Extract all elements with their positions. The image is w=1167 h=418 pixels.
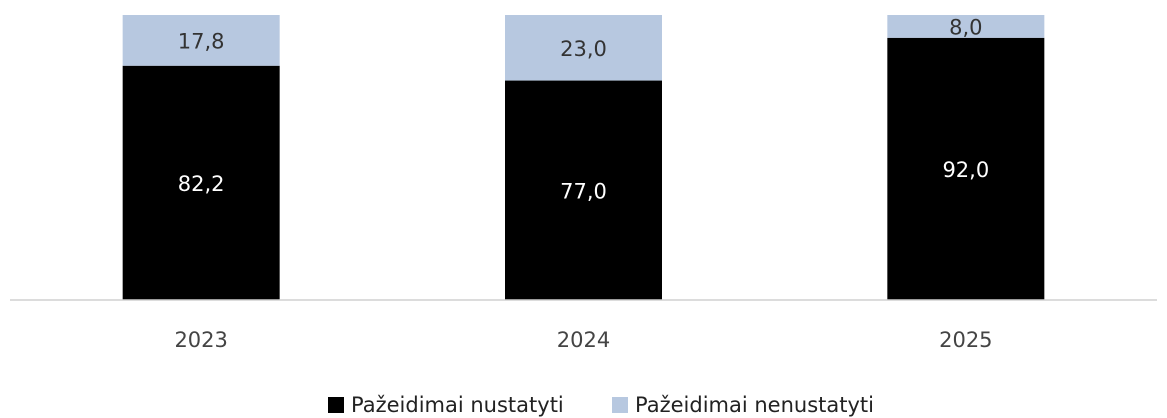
data-label: 23,0 (560, 37, 607, 61)
x-tick-label: 2025 (939, 328, 992, 352)
x-tick-label: 2023 (174, 328, 227, 352)
data-label: 8,0 (949, 15, 982, 39)
data-label: 77,0 (560, 179, 607, 203)
bar-segment (122, 15, 280, 66)
data-label: 82,2 (178, 172, 225, 196)
bar-segment (505, 15, 662, 81)
legend-label: Pažeidimai nenustatyti (635, 393, 874, 417)
bar-segment (887, 37, 1045, 301)
bar-segment (505, 80, 662, 300)
data-label: 17,8 (178, 29, 225, 53)
bar-segment (122, 65, 280, 300)
legend-swatch (328, 397, 344, 413)
x-tick-label: 2024 (557, 328, 610, 352)
legend-label: Pažeidimai nustatyti (351, 393, 564, 417)
bar-segment (887, 15, 1045, 38)
legend-swatch (612, 397, 628, 413)
data-label: 92,0 (942, 158, 989, 182)
